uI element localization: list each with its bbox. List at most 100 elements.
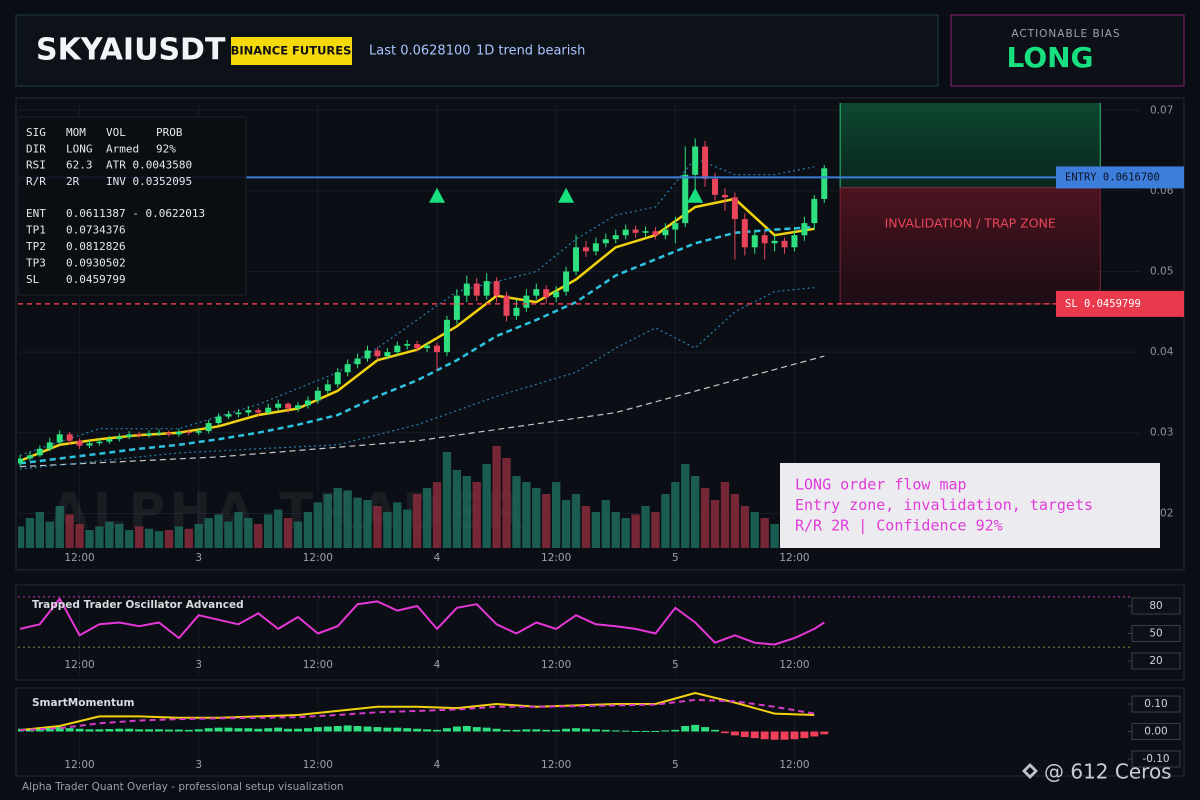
histogram-bar xyxy=(433,729,441,732)
histogram-bar xyxy=(780,731,789,740)
volume-bar xyxy=(691,476,700,548)
histogram-bar xyxy=(720,731,729,734)
volume-bar xyxy=(323,494,332,548)
histogram-bar xyxy=(393,727,402,732)
stats-box xyxy=(17,116,247,296)
stats: SIG MOM VOL PROB DIR LONG Armed 92% RSI 62.3 ATR 0… xyxy=(26,126,205,286)
candle-body xyxy=(602,239,609,244)
histogram-bar xyxy=(562,728,571,732)
candle-body xyxy=(126,434,133,437)
x-tick-label: 12:00 xyxy=(303,552,333,564)
histogram-bar xyxy=(224,727,233,732)
candle-body xyxy=(741,219,748,248)
histogram-bar xyxy=(25,728,34,732)
y-tick-label: 50 xyxy=(1149,628,1162,640)
histogram-bar xyxy=(552,729,561,732)
y-tick-label: 0.00 xyxy=(1144,726,1167,738)
candle-body xyxy=(801,223,808,236)
x-tick-label: 12:00 xyxy=(779,759,809,771)
histogram-bar xyxy=(323,726,332,732)
candle-body xyxy=(702,146,709,179)
signal-arrow xyxy=(687,187,704,203)
candle-body xyxy=(76,440,83,446)
volume-bar xyxy=(154,531,164,548)
histogram-bar xyxy=(343,725,352,732)
candle-body xyxy=(255,410,262,413)
volume-bar xyxy=(194,524,203,548)
volume-bar xyxy=(224,521,233,548)
volume-bar xyxy=(472,482,481,548)
histogram-bar xyxy=(373,727,382,732)
candle-body xyxy=(215,416,222,424)
volume-bar xyxy=(641,506,650,548)
stat-cell: VOL xyxy=(106,126,126,139)
candle-body xyxy=(463,283,470,296)
volume-bar xyxy=(651,512,660,548)
candle-body xyxy=(146,433,153,436)
histogram-bar xyxy=(691,724,700,732)
histogram-bar xyxy=(701,727,710,732)
y-tick-box xyxy=(1131,723,1181,741)
volume-bar xyxy=(492,446,501,548)
volume-bar xyxy=(551,482,561,548)
stat-cell: RSI xyxy=(26,159,46,172)
stat-cell: MOM xyxy=(66,126,86,139)
stat-cell: INV 0.0352095 xyxy=(106,175,192,188)
candle-body xyxy=(265,407,272,413)
x-tick-label: 12:00 xyxy=(64,659,94,671)
candle-body xyxy=(692,146,699,175)
level-cell: 0.0930502 xyxy=(66,257,126,270)
y-tick-label: 0.04 xyxy=(1150,346,1174,358)
histogram-bar xyxy=(572,728,580,732)
volume-bar xyxy=(571,494,581,548)
stat-cell: ATR 0.0043580 xyxy=(106,159,192,172)
histogram-bar xyxy=(313,727,322,732)
volume-bar xyxy=(710,500,720,548)
histogram-bar xyxy=(462,726,471,732)
histogram-bar xyxy=(760,731,769,740)
candle-body xyxy=(116,436,123,440)
candle-body xyxy=(295,405,302,409)
candle-body xyxy=(434,345,441,353)
bias-value: LONG xyxy=(1006,41,1093,74)
volume-bar xyxy=(273,509,283,548)
candle-body xyxy=(394,345,401,353)
candle-body xyxy=(682,174,689,224)
candle-body xyxy=(66,434,73,441)
volume-bar xyxy=(671,482,680,548)
histogram-bar xyxy=(512,729,521,732)
histogram-bar xyxy=(303,728,312,732)
histogram-bar xyxy=(532,729,541,732)
y-tick-label: -0.10 xyxy=(1142,753,1169,765)
level-cell: 0.0459799 xyxy=(66,273,126,286)
histogram-bar xyxy=(790,731,799,740)
y-tick-label: 0.03 xyxy=(1150,427,1173,439)
volume-bar xyxy=(482,464,491,548)
candle-body xyxy=(612,235,619,240)
volume-bar xyxy=(373,506,382,548)
histogram-bar xyxy=(353,726,362,732)
candle-body xyxy=(225,414,232,417)
histogram-bar xyxy=(274,727,283,732)
histogram-bar xyxy=(264,728,273,732)
histogram-bar xyxy=(611,730,620,732)
histogram-bar xyxy=(145,729,154,732)
stat-cell: DIR xyxy=(26,142,46,155)
signal-arrow xyxy=(558,187,575,203)
candle-body xyxy=(751,235,758,248)
volume-bar xyxy=(254,524,263,548)
candle-body xyxy=(46,442,53,449)
indicator-line xyxy=(19,287,815,470)
zone xyxy=(839,187,1101,305)
volume-bar xyxy=(770,524,779,548)
note: LONG order flow map Entry zone, invalidat… xyxy=(795,476,1093,535)
volume-bar xyxy=(18,526,25,548)
volume-bar xyxy=(542,494,551,548)
histogram-bar xyxy=(234,728,243,732)
stat-cell: PROB xyxy=(156,126,183,139)
candle-body xyxy=(56,434,63,443)
level-cell: TP2 xyxy=(26,240,46,253)
volume-bar xyxy=(85,530,94,548)
stat-cell: SIG xyxy=(26,126,46,139)
